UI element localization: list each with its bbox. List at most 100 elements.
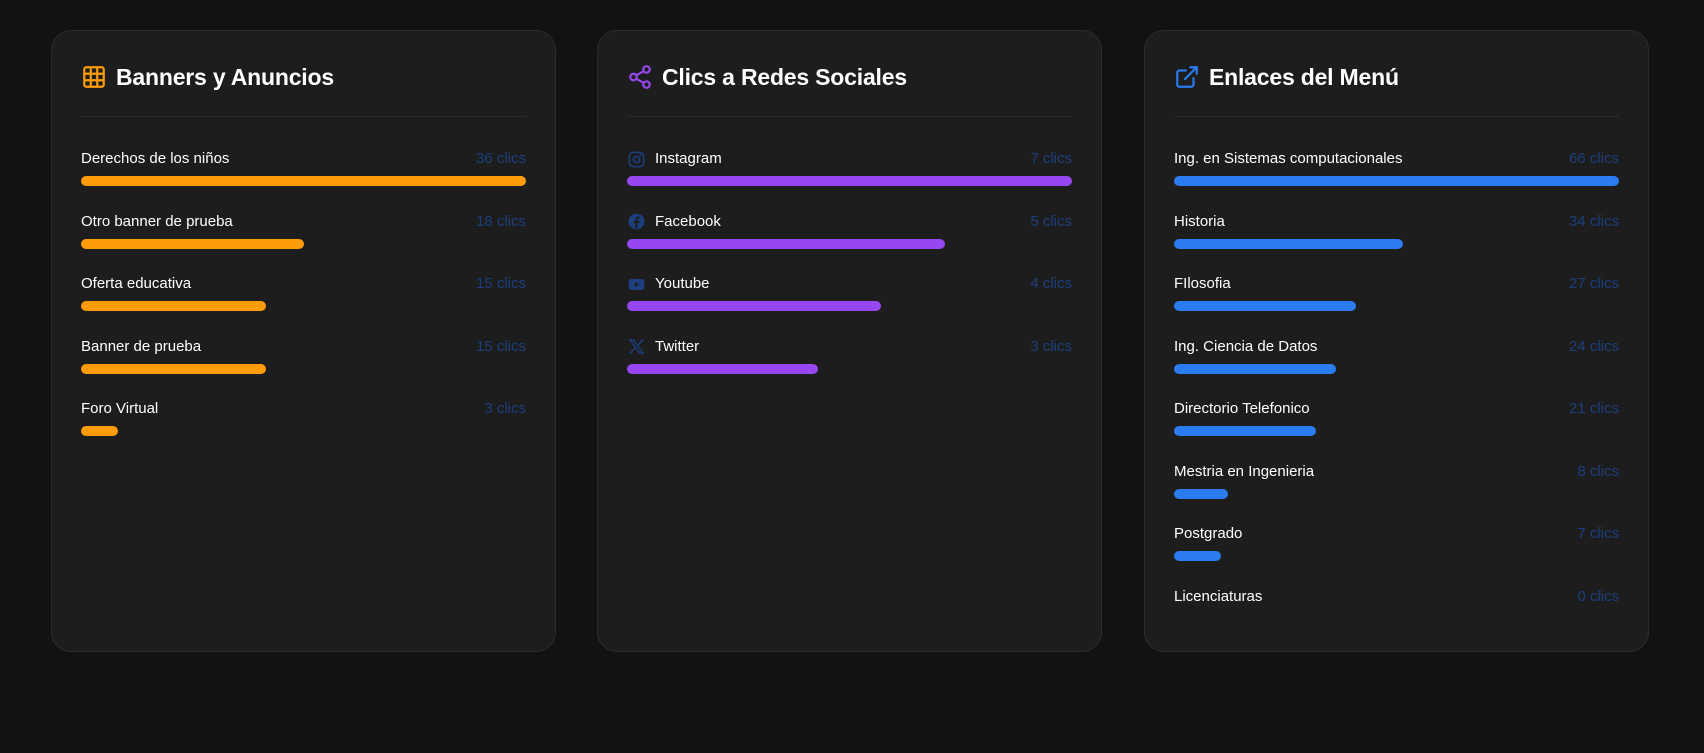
menu-link-item-header: Ing. Ciencia de Datos 24 clics (1174, 337, 1619, 357)
external-link-icon (1176, 66, 1198, 88)
banners-list: Derechos de los niños 36 clics Otro banner… (81, 149, 526, 462)
menu-link-item: Ing. Ciencia de Datos 24 clics (1174, 337, 1619, 400)
banner-item-label: Otro banner de prueba (81, 212, 233, 230)
menu-link-item-label: Ing. Ciencia de Datos (1174, 337, 1318, 355)
social-item-label-group: Twitter (627, 337, 699, 357)
banners-card-header: Banners y Anuncios (81, 62, 526, 117)
menu-link-item: Mestria en Ingenieria 8 clics (1174, 462, 1619, 525)
banner-item: Otro banner de prueba 18 clics (81, 212, 526, 275)
menu-link-item-label: FIlosofia (1174, 275, 1231, 292)
social-item-label-group: Instagram (627, 149, 722, 169)
social-item-count: 7 clics (1030, 150, 1072, 167)
banner-item-label: Derechos de los niños (81, 150, 230, 167)
menu-link-item-count: 24 clics (1568, 337, 1619, 355)
menu-list: Ing. en Sistemas computacionales 66 clics… (1174, 149, 1619, 649)
social-item-count: 4 clics (1030, 275, 1072, 292)
social-item-bar (627, 363, 818, 374)
menu-link-item-header: Licenciaturas 0 clics (1174, 587, 1619, 607)
menu-link-item-header: Directorio Telefonico 21 clics (1174, 399, 1619, 419)
banners-card: Banners y Anuncios Derechos de los niños… (51, 30, 556, 652)
social-item-count: 5 clics (1030, 212, 1072, 230)
menu-link-item-count: 34 clics (1568, 212, 1619, 230)
banner-item: Foro Virtual 3 clics (81, 399, 526, 462)
menu-card-title: Enlaces del Menú (1209, 64, 1399, 90)
menu-link-item-label-group: Postgrado (1174, 524, 1242, 544)
menu-link-item-bar (1174, 238, 1404, 249)
menu-link-item-label-group: Ing. Ciencia de Datos (1174, 337, 1317, 357)
social-item-bar (627, 238, 945, 249)
menu-link-item-label: Postgrado (1174, 525, 1243, 542)
social-item-header: Youtube 4 clics (627, 274, 1072, 294)
menu-link-item-label-group: Licenciaturas (1174, 587, 1262, 607)
social-item-header: Twitter 3 clics (627, 337, 1072, 357)
banner-item-bar (81, 426, 119, 436)
menu-link-item: Postgrado 7 clics (1174, 524, 1619, 587)
grid-icon (83, 66, 105, 88)
menu-link-item: FIlosofia 27 clics (1174, 274, 1619, 337)
menu-link-item-count: 8 clics (1577, 462, 1619, 480)
menu-link-item-label-group: Mestria en Ingenieria (1174, 462, 1314, 482)
banner-item-label: Banner de prueba (81, 337, 202, 355)
menu-link-item-count: 27 clics (1568, 275, 1619, 292)
menu-link-item-label: Mestria en Ingenieria (1174, 462, 1315, 480)
banner-item-bar (81, 238, 304, 249)
banner-item-bar (81, 301, 267, 311)
menu-link-item-count: 0 clics (1577, 587, 1619, 605)
banner-item: Derechos de los niños 36 clics (81, 149, 526, 212)
banner-item-label-group: Otro banner de prueba (81, 212, 233, 232)
menu-link-item-bar (1174, 176, 1619, 186)
menu-link-item-header: Mestria en Ingenieria 8 clics (1174, 462, 1619, 482)
menu-link-item-bar (1174, 363, 1336, 374)
social-item-count: 3 clics (1030, 337, 1072, 355)
banner-item-label-group: Foro Virtual (81, 399, 158, 419)
social-item: Instagram 7 clics (627, 149, 1072, 212)
banner-item-label-group: Banner de prueba (81, 337, 201, 357)
instagram-icon (628, 151, 645, 167)
banners-card-title: Banners y Anuncios (116, 64, 334, 90)
social-card: Clics a Redes Sociales Instagram 7 clics F… (597, 30, 1102, 652)
menu-link-item-count: 7 clics (1577, 525, 1619, 542)
social-item: Facebook 5 clics (627, 212, 1072, 275)
menu-link-item-bar (1174, 488, 1228, 499)
menu-link-item-label-group: Directorio Telefonico (1174, 399, 1310, 419)
banner-item: Oferta educativa 15 clics (81, 274, 526, 337)
social-item-header: Facebook 5 clics (627, 212, 1072, 232)
menu-card-header: Enlaces del Menú (1174, 62, 1619, 117)
menu-link-item-header: Ing. en Sistemas computacionales 66 clics (1174, 149, 1619, 169)
banner-item-count: 18 clics (475, 212, 526, 230)
menu-link-item-label-group: Historia (1174, 212, 1225, 232)
social-item-label: Youtube (655, 275, 710, 292)
social-item-label: Facebook (655, 212, 721, 230)
banner-item-header: Derechos de los niños 36 clics (81, 149, 526, 169)
social-item: Youtube 4 clics (627, 274, 1072, 337)
banner-item-header: Foro Virtual 3 clics (81, 399, 526, 419)
banner-item-label: Foro Virtual (81, 400, 159, 417)
menu-link-item-label-group: FIlosofia (1174, 274, 1231, 294)
banner-item-count: 3 clics (484, 400, 526, 417)
menu-link-item-count: 66 clics (1568, 150, 1619, 167)
social-card-title: Clics a Redes Sociales (662, 64, 907, 90)
menu-link-item-label: Ing. en Sistemas computacionales (1174, 150, 1403, 167)
menu-link-item-label: Licenciaturas (1174, 587, 1263, 605)
menu-link-item-label: Historia (1174, 212, 1225, 230)
social-item-label: Instagram (655, 150, 722, 167)
menu-link-item: Ing. en Sistemas computacionales 66 clics (1174, 149, 1619, 212)
menu-link-item-bar (1174, 301, 1357, 311)
menu-link-item-header: Historia 34 clics (1174, 212, 1619, 232)
banner-item-count: 15 clics (475, 337, 526, 355)
social-card-header: Clics a Redes Sociales (627, 62, 1072, 117)
social-item-bar (627, 176, 1072, 186)
banner-item-bar (81, 176, 526, 186)
menu-link-item-header: Postgrado 7 clics (1174, 524, 1619, 544)
menu-link-item-bar (1174, 551, 1222, 561)
banner-item-label-group: Oferta educativa (81, 274, 191, 294)
facebook-icon (628, 213, 645, 230)
menu-link-item-header: FIlosofia 27 clics (1174, 274, 1619, 294)
banner-item-count: 36 clics (475, 150, 526, 167)
menu-card: Enlaces del Menú Ing. en Sistemas comput… (1144, 30, 1649, 652)
youtube-icon (628, 278, 645, 290)
social-item-bar (627, 301, 882, 311)
social-item-label: Twitter (655, 337, 700, 355)
banner-item-label-group: Derechos de los niños (81, 149, 229, 169)
